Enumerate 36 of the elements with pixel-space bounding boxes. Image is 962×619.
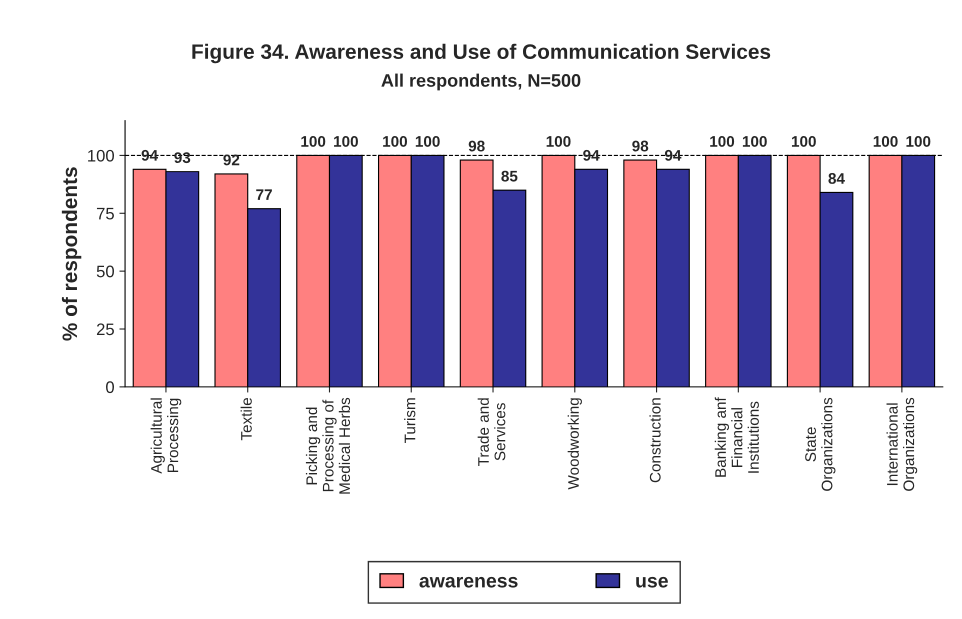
y-tick-label: 75 [96, 208, 114, 220]
data-label: 100 [416, 136, 440, 147]
data-label: 98 [632, 140, 648, 152]
data-label: 100 [710, 136, 734, 147]
data-label: 100 [906, 136, 930, 147]
x-tick-label: Agricultural Processing [150, 398, 182, 474]
chart-subtitle: All respondents, N=500 [381, 74, 580, 90]
x-tick-label: International Organizations [886, 398, 918, 491]
y-tick-label: 0 [106, 381, 114, 394]
data-label: 100 [874, 136, 898, 147]
x-tick-label: State Organizations [805, 398, 836, 491]
x-tick-label: Turism [404, 398, 416, 444]
data-label: 100 [792, 136, 816, 147]
data-label: 100 [546, 136, 571, 147]
legend-label: awareness [420, 576, 518, 588]
y-tick-label: 50 [96, 266, 114, 278]
data-label: 100 [334, 136, 358, 147]
x-tick-label: Textile [240, 398, 252, 440]
data-label: 100 [383, 136, 408, 147]
y-tick-label: 100 [88, 150, 114, 162]
chart-title: Figure 34. Awareness and Use of Communication Services [192, 44, 770, 64]
data-label: 100 [301, 136, 326, 147]
data-label: 85 [501, 170, 518, 182]
x-tick-label: Woodworking [568, 398, 582, 490]
x-tick-label: Trade and Services [478, 398, 506, 466]
x-tick-label: Construction [649, 398, 661, 482]
data-label: 100 [742, 136, 767, 147]
y-tick-label: 25 [96, 323, 114, 336]
y-axis-title: % of respondents [62, 167, 82, 341]
data-label: 98 [468, 140, 485, 152]
legend-label: use [636, 576, 668, 588]
data-label: 77 [256, 189, 272, 200]
x-tick-label: Banking anf Financial Institutions [714, 397, 759, 477]
data-label: 92 [223, 154, 240, 166]
x-tick-label: Picking and Processing of Medical Herbs [306, 398, 350, 494]
data-label: 84 [828, 173, 845, 184]
